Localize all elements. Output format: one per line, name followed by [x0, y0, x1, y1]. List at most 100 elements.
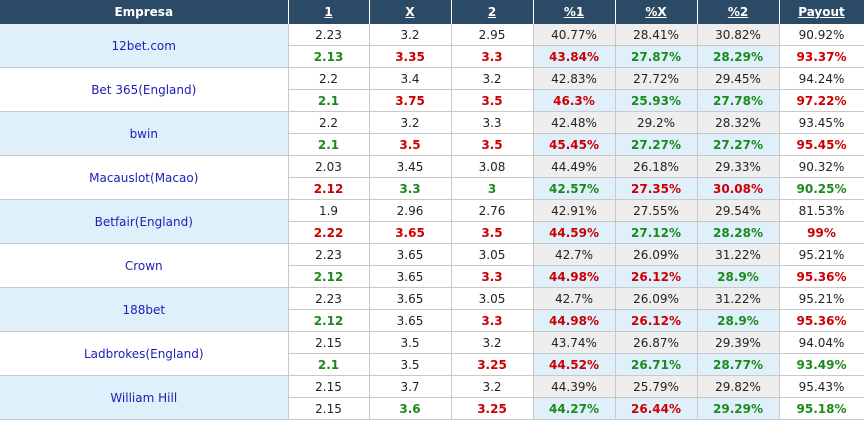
payout-cell: 94.24%	[779, 67, 864, 90]
pct-2-cell: 27.27%	[697, 133, 780, 156]
odds-2-cell: 3.05	[451, 243, 534, 266]
pct-x-cell: 27.55%	[615, 199, 698, 222]
header-empresa: Empresa	[0, 0, 289, 24]
payout-cell: 95.21%	[779, 243, 864, 266]
bookmaker-group: 12bet.com 2.23 3.2 2.95 40.77% 28.41% 30.82% 90…	[0, 24, 864, 68]
sort-link-x[interactable]: X	[405, 5, 415, 19]
pct-1-cell: 44.27%	[533, 397, 616, 420]
sort-link-2[interactable]: 2	[487, 5, 497, 19]
header-pct-x[interactable]: %X	[615, 0, 698, 24]
odds-2-cell: 3.5	[451, 133, 534, 156]
bookmaker-group: Ladbrokes(England) 2.15 3.5 3.2 43.74% 26.87%…	[0, 331, 864, 376]
odds-1-cell: 2.2	[288, 111, 370, 134]
pct-x-cell: 26.12%	[615, 265, 698, 288]
odds-1-cell: 2.12	[288, 309, 370, 332]
bookmaker-group: Macauslot(Macao) 2.03 3.45 3.08 44.49% 26.18%…	[0, 155, 864, 200]
odds-1-cell: 2.15	[288, 331, 370, 354]
odds-x-cell: 3.45	[369, 155, 452, 178]
odds-2-cell: 3.5	[451, 221, 534, 244]
sort-link-1[interactable]: 1	[324, 5, 333, 19]
odds-x-cell: 3.5	[369, 133, 452, 156]
payout-cell: 93.45%	[779, 111, 864, 134]
bookmaker-group: bwin 2.2 3.2 3.3 42.48% 29.2% 28.32% 93.45% 2.1 3…	[0, 111, 864, 156]
payout-cell: 94.04%	[779, 331, 864, 354]
odds-1-cell: 2.1	[288, 353, 370, 376]
bookmaker-group: William Hill 2.15 3.7 3.2 44.39% 25.79% 29.82%…	[0, 375, 864, 420]
odds-1-cell: 2.15	[288, 375, 370, 398]
header-payout[interactable]: Payout	[779, 0, 864, 24]
header-pct-1[interactable]: %1	[533, 0, 616, 24]
bookmaker-name[interactable]: Bet 365(England)	[0, 67, 289, 112]
sort-link-pct-x[interactable]: %X	[645, 5, 667, 19]
opening-odds-row: William Hill 2.15 3.7 3.2 44.39% 25.79% 29.82%…	[0, 375, 864, 420]
current-odds-row: 2.12 3.65 3.3 44.98% 26.12% 28.9% 95.36%	[0, 265, 864, 288]
opening-odds-row: Ladbrokes(England) 2.15 3.5 3.2 43.74% 26.87%…	[0, 331, 864, 376]
pct-1-cell: 42.7%	[533, 287, 616, 310]
sort-link-pct-2[interactable]: %2	[727, 5, 749, 19]
bookmaker-name[interactable]: Macauslot(Macao)	[0, 155, 289, 200]
odds-2-cell: 3.3	[451, 111, 534, 134]
pct-2-cell: 27.78%	[697, 89, 780, 112]
pct-1-cell: 42.83%	[533, 67, 616, 90]
pct-1-cell: 44.49%	[533, 155, 616, 178]
pct-1-cell: 45.45%	[533, 133, 616, 156]
bookmaker-group: Crown 2.23 3.65 3.05 42.7% 26.09% 31.22% 95.21%…	[0, 243, 864, 288]
header-pct-2[interactable]: %2	[697, 0, 780, 24]
odds-x-cell: 3.65	[369, 287, 452, 310]
pct-2-cell: 29.29%	[697, 397, 780, 420]
odds-1-cell: 2.23	[288, 24, 370, 46]
payout-cell: 95.43%	[779, 375, 864, 398]
pct-2-cell: 28.77%	[697, 353, 780, 376]
odds-2-cell: 3.2	[451, 67, 534, 90]
pct-x-cell: 27.27%	[615, 133, 698, 156]
odds-1-cell: 2.22	[288, 221, 370, 244]
odds-2-cell: 3	[451, 177, 534, 200]
pct-2-cell: 28.9%	[697, 309, 780, 332]
payout-cell: 93.37%	[779, 45, 864, 68]
payout-cell: 90.32%	[779, 155, 864, 178]
pct-x-cell: 26.09%	[615, 287, 698, 310]
odds-1-cell: 2.2	[288, 67, 370, 90]
pct-x-cell: 26.09%	[615, 243, 698, 266]
bookmaker-name[interactable]: 188bet	[0, 287, 289, 332]
pct-2-cell: 28.28%	[697, 221, 780, 244]
pct-1-cell: 44.39%	[533, 375, 616, 398]
bookmaker-name[interactable]: bwin	[0, 111, 289, 156]
pct-x-cell: 26.44%	[615, 397, 698, 420]
pct-2-cell: 29.39%	[697, 331, 780, 354]
payout-cell: 95.45%	[779, 133, 864, 156]
pct-x-cell: 28.41%	[615, 24, 698, 46]
bookmaker-name[interactable]: William Hill	[0, 375, 289, 420]
current-odds-row: 2.13 3.35 3.3 43.84% 27.87% 28.29% 93.37%	[0, 45, 864, 68]
opening-odds-row: 188bet 2.23 3.65 3.05 42.7% 26.09% 31.22% 95.21…	[0, 287, 864, 332]
bookmaker-name[interactable]: 12bet.com	[0, 24, 289, 68]
bookmaker-group: Bet 365(England) 2.2 3.4 3.2 42.83% 27.72% 29.…	[0, 67, 864, 112]
odds-x-cell: 3.65	[369, 309, 452, 332]
header-odds-x[interactable]: X	[369, 0, 452, 24]
odds-2-cell: 3.3	[451, 265, 534, 288]
bookmaker-name[interactable]: Ladbrokes(England)	[0, 331, 289, 376]
pct-1-cell: 42.7%	[533, 243, 616, 266]
odds-2-cell: 3.5	[451, 89, 534, 112]
pct-2-cell: 31.22%	[697, 287, 780, 310]
sort-link-pct-1[interactable]: %1	[563, 5, 585, 19]
bookmaker-name[interactable]: Crown	[0, 243, 289, 288]
pct-x-cell: 27.87%	[615, 45, 698, 68]
sort-link-payout[interactable]: Payout	[798, 5, 845, 19]
bookmaker-group: 188bet 2.23 3.65 3.05 42.7% 26.09% 31.22% 95.21…	[0, 287, 864, 332]
odds-x-cell: 3.2	[369, 24, 452, 46]
odds-2-cell: 3.05	[451, 287, 534, 310]
opening-odds-row: Macauslot(Macao) 2.03 3.45 3.08 44.49% 26.18%…	[0, 155, 864, 200]
pct-1-cell: 44.98%	[533, 265, 616, 288]
header-odds-2[interactable]: 2	[451, 0, 534, 24]
pct-1-cell: 40.77%	[533, 24, 616, 46]
header-odds-1[interactable]: 1	[288, 0, 370, 24]
payout-cell: 95.36%	[779, 309, 864, 332]
pct-1-cell: 43.84%	[533, 45, 616, 68]
bookmaker-name[interactable]: Betfair(England)	[0, 199, 289, 244]
opening-odds-row: 12bet.com 2.23 3.2 2.95 40.77% 28.41% 30.82% 90…	[0, 24, 864, 68]
opening-odds-row: Crown 2.23 3.65 3.05 42.7% 26.09% 31.22% 95.21%	[0, 243, 864, 288]
pct-x-cell: 27.72%	[615, 67, 698, 90]
pct-1-cell: 44.98%	[533, 309, 616, 332]
